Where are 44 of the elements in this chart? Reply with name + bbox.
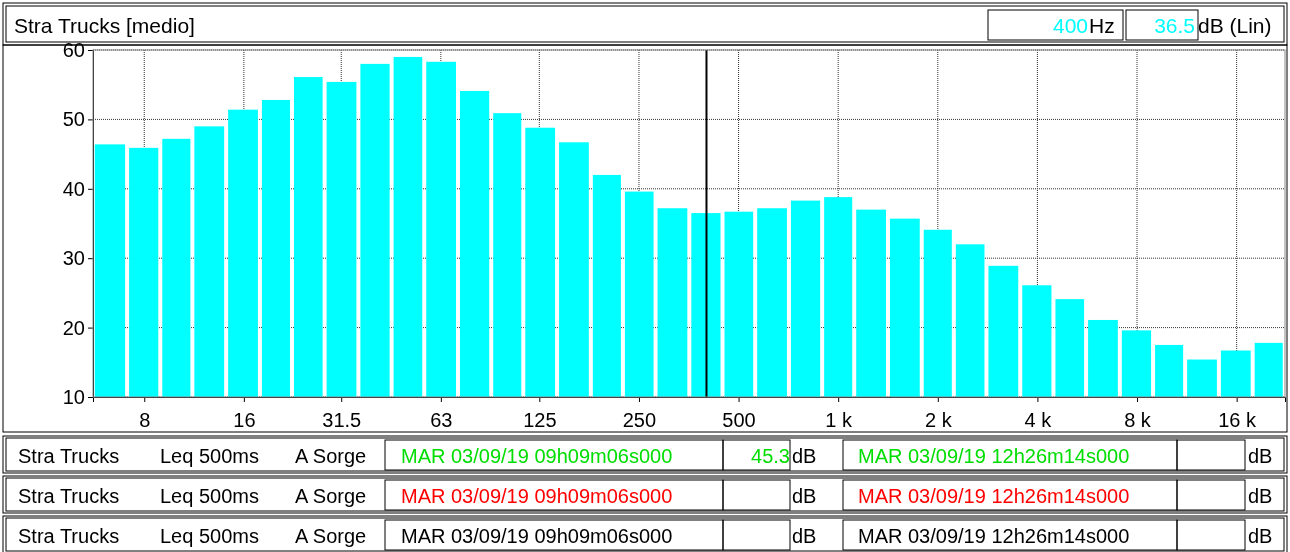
text: Leq 500ms — [160, 485, 259, 507]
text: MAR 03/09/19 09h09m06s000 — [401, 445, 673, 467]
x-tick-label: 16 — [233, 409, 256, 431]
text: dB — [792, 445, 817, 467]
text: dB — [792, 525, 817, 547]
y-tick-label: 40 — [62, 177, 85, 200]
text: MAR 03/09/19 12h26m14s000 — [858, 485, 1130, 507]
text: Hz — [1089, 14, 1115, 37]
text: 400 — [1052, 14, 1088, 37]
chart-title: Stra Trucks [medio] — [14, 14, 195, 37]
text: dB — [1248, 445, 1273, 467]
text: Stra Trucks — [18, 485, 120, 507]
text: Leq 500ms — [160, 525, 259, 547]
text: dB — [1248, 485, 1273, 507]
text: dB (Lin) — [1198, 14, 1272, 37]
x-tick-label: 125 — [523, 409, 557, 431]
text: 36.5 — [1154, 14, 1195, 37]
text: MAR 03/09/19 12h26m14s000 — [858, 525, 1130, 547]
x-tick-label: 63 — [430, 409, 453, 431]
x-tick-label: 2 k — [924, 409, 953, 431]
x-tick-label: 8 k — [1124, 409, 1152, 431]
text: Stra Trucks — [18, 445, 120, 467]
x-tick-label: 4 k — [1024, 409, 1053, 431]
text: Leq 500ms — [160, 445, 259, 467]
y-tick-label: 30 — [62, 247, 85, 270]
text: Stra Trucks — [18, 525, 120, 547]
x-tick-label: 250 — [622, 409, 657, 431]
text: A Sorge — [295, 485, 367, 507]
text: A Sorge — [295, 525, 367, 547]
x-tick-label: 16 k — [1218, 409, 1258, 431]
x-tick-label: 31.5 — [322, 409, 362, 431]
x-tick-label: 1 k — [825, 409, 854, 431]
text: A Sorge — [295, 445, 367, 467]
x-tick-label: 500 — [722, 409, 756, 431]
y-tick-label: 10 — [62, 385, 85, 408]
x-tick-label: 8 — [139, 409, 151, 431]
text: MAR 03/09/19 12h26m14s000 — [858, 445, 1130, 467]
y-tick-label: 20 — [62, 316, 85, 339]
text: dB — [792, 485, 817, 507]
text: 45.3 — [751, 445, 790, 467]
text: dB — [1248, 525, 1273, 547]
y-tick-label: 50 — [62, 108, 85, 131]
text: MAR 03/09/19 09h09m06s000 — [401, 525, 673, 547]
text: MAR 03/09/19 09h09m06s000 — [401, 485, 673, 507]
